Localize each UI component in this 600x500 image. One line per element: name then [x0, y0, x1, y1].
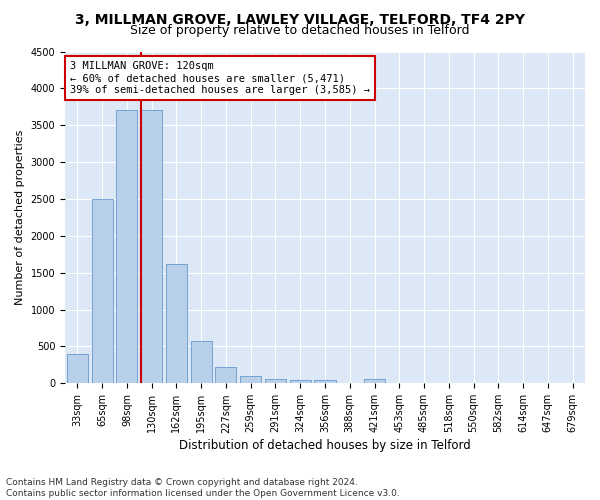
X-axis label: Distribution of detached houses by size in Telford: Distribution of detached houses by size …	[179, 440, 471, 452]
Bar	[116, 110, 137, 384]
Y-axis label: Number of detached properties: Number of detached properties	[15, 130, 25, 305]
Text: 3, MILLMAN GROVE, LAWLEY VILLAGE, TELFORD, TF4 2PY: 3, MILLMAN GROVE, LAWLEY VILLAGE, TELFOR…	[75, 12, 525, 26]
Bar	[166, 264, 187, 384]
Bar	[67, 354, 88, 384]
Bar	[240, 376, 261, 384]
Bar	[191, 340, 212, 384]
Bar	[314, 380, 335, 384]
Bar	[141, 110, 162, 384]
Text: Contains HM Land Registry data © Crown copyright and database right 2024.
Contai: Contains HM Land Registry data © Crown c…	[6, 478, 400, 498]
Bar	[92, 199, 113, 384]
Text: 3 MILLMAN GROVE: 120sqm
← 60% of detached houses are smaller (5,471)
39% of semi: 3 MILLMAN GROVE: 120sqm ← 60% of detache…	[70, 62, 370, 94]
Bar	[364, 380, 385, 384]
Bar	[265, 380, 286, 384]
Bar	[290, 380, 311, 384]
Text: Size of property relative to detached houses in Telford: Size of property relative to detached ho…	[130, 24, 470, 37]
Bar	[215, 367, 236, 384]
